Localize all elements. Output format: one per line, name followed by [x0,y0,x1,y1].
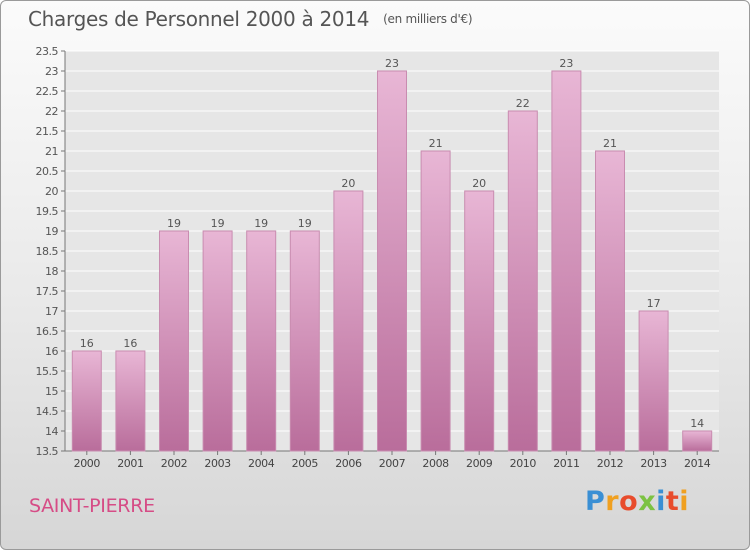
bar-value-label: 19 [254,217,268,230]
logo-letter: i [656,486,666,517]
x-tick-label: 2007 [379,457,406,470]
bar-2014 [682,430,713,452]
bar-value-label: 22 [516,97,530,110]
chart-title-text: Charges de Personnel 2000 à 2014 [28,7,370,31]
bar-value-label: 19 [167,217,181,230]
bar-2005 [289,230,320,452]
x-tick-label: 2013 [640,457,667,470]
logo-letter: x [638,486,657,517]
bar-value-label: 23 [559,57,573,70]
bar-2009 [464,190,495,452]
y-tick-label: 23 [45,65,58,78]
logo-letter: o [619,486,639,517]
bar-value-label: 20 [472,177,486,190]
y-tick-label: 14.5 [36,405,59,418]
x-tick-label: 2001 [117,457,143,470]
x-tick-label: 2002 [161,457,187,470]
bar-value-label: 21 [603,137,617,150]
y-tick-label: 20 [45,185,58,198]
bar-2013 [638,310,669,452]
x-tick-label: 2004 [248,457,275,470]
bar-value-label: 19 [298,217,312,230]
y-tick-label: 21.5 [36,125,59,138]
y-tick-label: 19.5 [36,205,59,218]
x-tick-label: 2008 [422,457,449,470]
y-tick-label: 16 [45,345,58,358]
y-tick-label: 21 [45,145,58,158]
bar-2003 [202,230,233,452]
bar-2010 [507,110,538,452]
x-tick-label: 2000 [74,457,101,470]
y-tick-label: 20.5 [36,165,59,178]
y-tick-label: 16.5 [36,325,59,338]
y-tick-label: 18.5 [36,245,59,258]
bar-value-label: 20 [341,177,355,190]
bar-value-label: 19 [211,217,225,230]
bar-2011 [551,70,582,452]
bar-2007 [377,70,407,452]
y-tick-label: 17 [45,305,58,318]
x-tick-label: 2014 [684,457,711,470]
x-tick-label: 2006 [335,457,362,470]
bar-value-label: 21 [429,137,443,150]
bar-value-label: 14 [690,417,704,430]
logo-letter: P [585,486,606,517]
bar-2012 [595,150,625,452]
chart-title: Charges de Personnel 2000 à 2014 (en mill… [28,7,473,31]
x-tick-label: 2009 [466,457,493,470]
y-tick-label: 13.5 [36,445,59,458]
location-label: SAINT-PIERRE [29,495,155,517]
logo-letter: t [665,486,680,517]
bar-2001 [115,350,146,452]
y-tick-label: 14 [45,425,58,438]
y-tick-label: 19 [45,225,58,238]
logo-letter: i [679,486,690,517]
x-tick-label: 2005 [292,457,319,470]
bar-2000 [71,350,102,452]
bar-2006 [333,190,364,452]
proxiti-logo: Proxiti [585,486,689,517]
bar-value-label: 16 [80,337,94,350]
y-tick-label: 22.5 [36,85,59,98]
bar-2004 [246,230,277,452]
y-tick-label: 18 [45,265,58,278]
bar-2002 [159,230,189,452]
x-tick-label: 2011 [553,457,579,470]
bar-2008 [420,150,451,452]
chart-unit: (en milliers d'€) [383,12,473,26]
y-tick-label: 23.5 [36,45,59,58]
x-tick-label: 2012 [597,457,623,470]
y-tick-label: 17.5 [36,285,59,298]
y-tick-label: 15.5 [36,365,59,378]
x-tick-label: 2003 [204,457,231,470]
y-tick-label: 22 [45,105,58,118]
y-tick-label: 15 [45,385,58,398]
bar-value-label: 16 [123,337,137,350]
logo-letter: r [605,486,620,517]
bar-value-label: 17 [647,297,661,310]
bar-value-label: 23 [385,57,399,70]
x-tick-label: 2010 [510,457,537,470]
